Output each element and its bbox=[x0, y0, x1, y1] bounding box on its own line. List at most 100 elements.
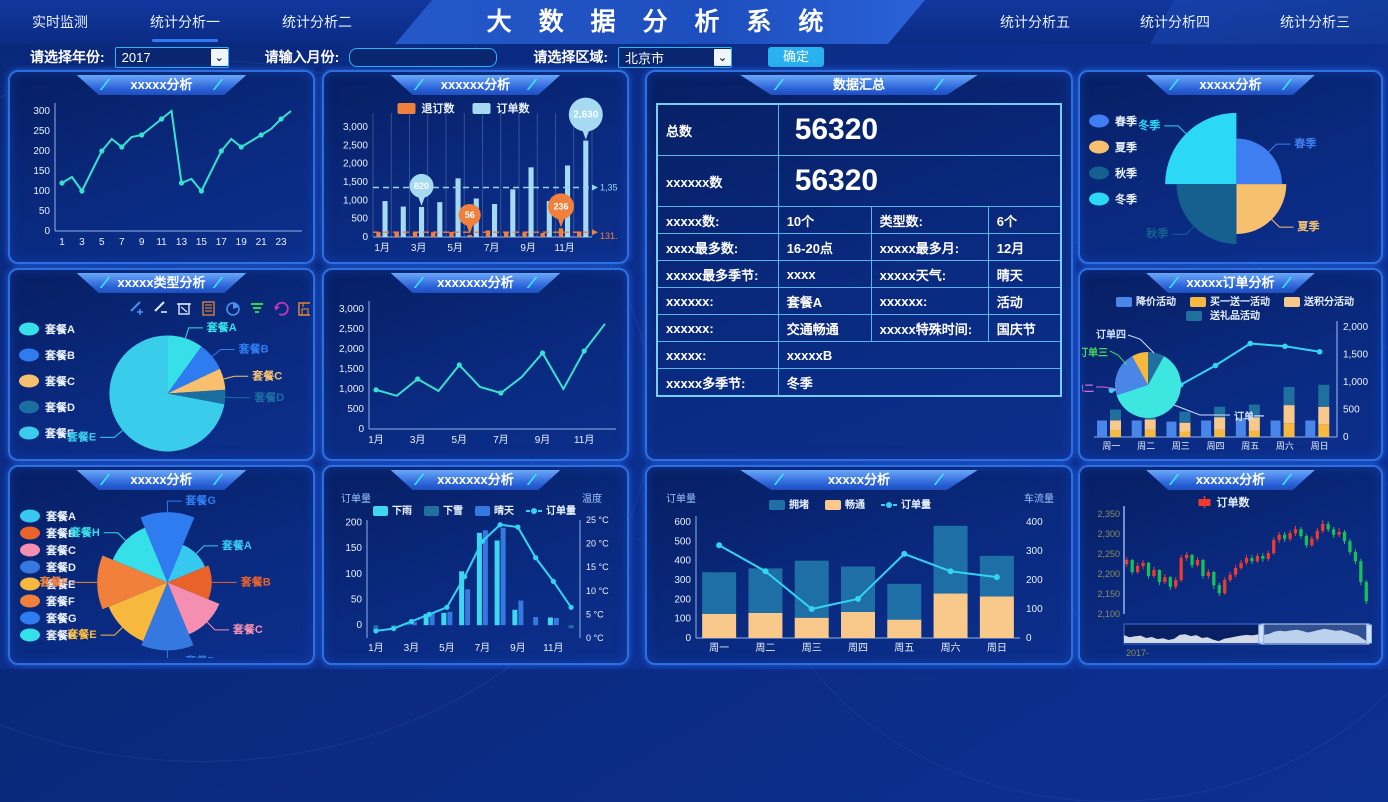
svg-text:1月: 1月 bbox=[368, 642, 384, 654]
legend-chip[interactable] bbox=[19, 400, 39, 414]
filter-bar: 请选择年份: 2017 ⌄ 请输入月份: 请选择区域: 北京市 ⌄ 确定 bbox=[0, 44, 1388, 70]
svg-text:150: 150 bbox=[345, 543, 362, 554]
candle-chart[interactable]: 订单数 2,100 2,150 2,200 2,250 2,300 2,350 2017- bbox=[1082, 490, 1379, 658]
datazoom-handle[interactable] bbox=[1366, 624, 1372, 644]
legend-chip[interactable] bbox=[20, 628, 40, 642]
legend-chip[interactable] bbox=[20, 577, 40, 591]
legend-chip[interactable] bbox=[19, 322, 39, 336]
svg-text:周四: 周四 bbox=[1206, 441, 1224, 451]
save-icon[interactable] bbox=[298, 302, 310, 316]
month-input[interactable] bbox=[349, 47, 498, 67]
legend-chip[interactable] bbox=[769, 500, 785, 510]
svg-text:冬季: 冬季 bbox=[1115, 192, 1138, 206]
package-rose-chart[interactable]: 套餐A套餐B套餐C套餐D套餐E套餐F套餐G套餐H套餐G套餐A套餐B套餐C套餐D套… bbox=[14, 490, 309, 658]
panel-title: xxxxxxx分析 bbox=[390, 273, 561, 293]
legend-chip[interactable] bbox=[1089, 140, 1109, 154]
month-line-chart[interactable]: 0 500 1,000 1,500 2,000 2,500 3,000 1月 3月 5月 7月 9月 1… bbox=[327, 293, 624, 453]
legend-chip[interactable] bbox=[1284, 297, 1300, 307]
svg-text:0: 0 bbox=[1343, 432, 1349, 443]
nav-stat-analysis-5[interactable]: 统计分析五 bbox=[1000, 14, 1070, 30]
panel-title-text: xxxxx分析 bbox=[827, 472, 891, 487]
svg-text:11月: 11月 bbox=[543, 642, 563, 654]
svg-text:套餐E: 套餐E bbox=[67, 627, 96, 641]
summary-cell: xxxxxB bbox=[777, 341, 1062, 369]
legend-chip[interactable] bbox=[475, 506, 490, 516]
title-slash-icon bbox=[204, 277, 224, 288]
legend-chip[interactable] bbox=[1190, 297, 1206, 307]
legend-chip[interactable] bbox=[825, 500, 841, 510]
datazoom-handle[interactable] bbox=[1258, 624, 1265, 644]
title-slash-icon bbox=[773, 79, 793, 90]
nav-stat-analysis-2[interactable]: 统计分析二 bbox=[282, 14, 352, 30]
svg-text:晴天: 晴天 bbox=[494, 504, 515, 517]
legend-chip[interactable] bbox=[20, 509, 40, 523]
legend-chip[interactable] bbox=[20, 594, 40, 608]
legend-chip[interactable] bbox=[20, 560, 40, 574]
refresh-icon[interactable] bbox=[274, 301, 289, 316]
edit-minus-icon[interactable] bbox=[154, 301, 167, 313]
legend-chip[interactable] bbox=[1089, 192, 1109, 206]
summary-cell: 12月 bbox=[987, 233, 1062, 261]
region-label: 请选择区域: bbox=[533, 49, 609, 65]
month-label: 请输入月份: bbox=[264, 49, 340, 65]
legend-chip[interactable] bbox=[19, 426, 39, 440]
nav-stat-analysis-3[interactable]: 统计分析三 bbox=[1280, 14, 1350, 30]
summary-cell: xxxxx: bbox=[656, 341, 779, 369]
nav-stat-analysis-4[interactable]: 统计分析四 bbox=[1140, 14, 1210, 30]
edit-add-icon[interactable] bbox=[130, 301, 143, 315]
svg-text:2,630: 2,630 bbox=[573, 110, 598, 121]
legend-chip[interactable] bbox=[1186, 311, 1202, 321]
month-bars-chart[interactable]: 退订数 订单数 0 500 1,000 1,500 2,000 2,500 3,000 1月 3月 5… bbox=[327, 95, 624, 257]
nav-realtime-monitor[interactable]: 实时监测 bbox=[32, 14, 88, 30]
panel-title: xxxxxx分析 bbox=[390, 75, 561, 95]
svg-text:套餐G: 套餐G bbox=[185, 493, 216, 507]
legend-chip[interactable] bbox=[20, 526, 40, 540]
svg-text:2,300: 2,300 bbox=[1097, 529, 1120, 539]
legend-chip[interactable] bbox=[1116, 297, 1132, 307]
region-select[interactable]: 北京市 ⌄ bbox=[618, 46, 733, 68]
svg-text:400: 400 bbox=[674, 556, 691, 567]
panel-season-analysis: xxxxx分析 春季 夏季 秋季 冬季 冬季 春季 夏季 秋季 bbox=[1078, 70, 1383, 264]
summary-cell: 冬季 bbox=[777, 368, 1062, 397]
confirm-button[interactable]: 确定 bbox=[768, 47, 825, 67]
svg-text:拥堵: 拥堵 bbox=[789, 498, 809, 511]
funnel-icon[interactable] bbox=[251, 303, 263, 313]
nav-stat-analysis-1[interactable]: 统计分析一 bbox=[148, 8, 222, 42]
legend-chip[interactable] bbox=[1089, 166, 1109, 180]
legend-chip[interactable] bbox=[20, 543, 40, 557]
svg-text:1,000: 1,000 bbox=[1343, 377, 1368, 388]
legend-chip[interactable] bbox=[424, 506, 439, 516]
traffic-chart[interactable]: 订单量 车流量 拥堵 畅通 订单量 0 100 200 300 400 500 600 0 100 200 3… bbox=[650, 490, 1068, 658]
data-view-icon[interactable] bbox=[202, 301, 215, 316]
legend-chip[interactable] bbox=[397, 103, 416, 114]
pie-icon[interactable] bbox=[226, 302, 240, 316]
chevron-down-icon: ⌄ bbox=[210, 48, 228, 66]
legend-chip[interactable] bbox=[20, 611, 40, 625]
legend-chip[interactable] bbox=[472, 103, 491, 114]
svg-text:2,500: 2,500 bbox=[339, 324, 364, 335]
title-slash-icon bbox=[99, 79, 119, 90]
svg-text:冬季: 冬季 bbox=[1138, 118, 1161, 132]
legend-chip[interactable] bbox=[19, 348, 39, 362]
svg-text:2,500: 2,500 bbox=[343, 140, 368, 151]
svg-text:500: 500 bbox=[351, 214, 368, 225]
svg-text:送礼品活动: 送礼品活动 bbox=[1209, 309, 1260, 322]
svg-text:2,150: 2,150 bbox=[1097, 589, 1120, 599]
legend-chip[interactable] bbox=[373, 506, 388, 516]
clear-icon[interactable] bbox=[177, 303, 191, 315]
svg-text:3: 3 bbox=[79, 237, 85, 248]
legend-chip[interactable] bbox=[19, 374, 39, 388]
svg-text:0: 0 bbox=[356, 620, 362, 631]
svg-text:订单三: 订单三 bbox=[1082, 346, 1108, 359]
table-row: xxxxx最多季节: xxxx xxxxx天气: 晴天 bbox=[656, 260, 1062, 288]
legend-chip[interactable] bbox=[1089, 114, 1109, 128]
datazoom-window[interactable] bbox=[1260, 623, 1370, 645]
year-select[interactable]: 2017 ⌄ bbox=[114, 46, 229, 68]
summary-cell: 总数 bbox=[656, 103, 779, 156]
svg-text:2,200: 2,200 bbox=[1097, 569, 1120, 579]
